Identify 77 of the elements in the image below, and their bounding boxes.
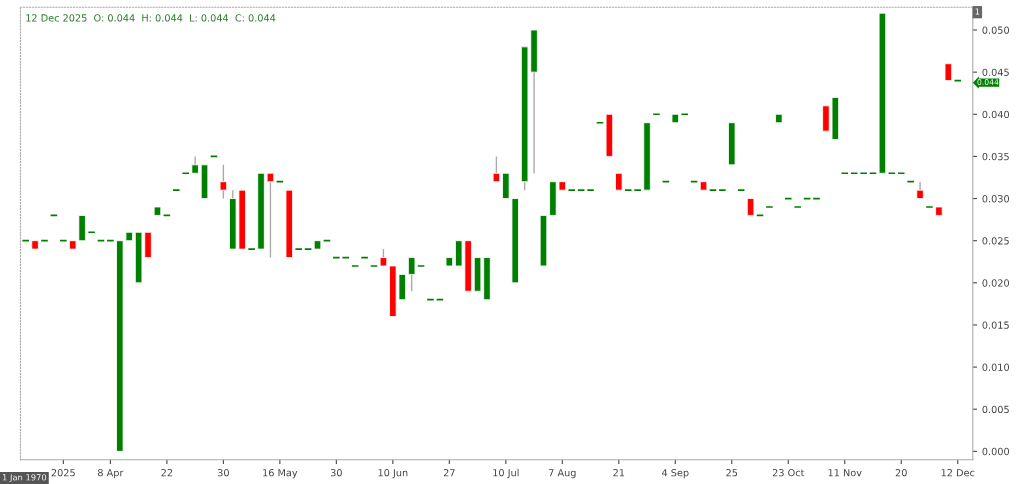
- text: 12 Dec 2025 O: 0.044 H: 0.044 L: 0.044 C: 0.044: [26, 14, 276, 22]
- candlestick: [200, 164, 209, 199]
- candlestick: [887, 172, 896, 175]
- y-tick-label: 0.030: [982, 195, 1010, 203]
- candlestick: [492, 155, 501, 183]
- candlestick: [21, 239, 30, 242]
- x-tick-label: 10 Jul: [493, 468, 519, 479]
- candlestick: [935, 206, 943, 216]
- y-tick-label: 0.015: [982, 321, 1009, 329]
- y-tick-label: 0.025: [982, 237, 1009, 245]
- candlestick: [275, 180, 284, 183]
- x-tick-label: 7 Aug: [548, 469, 576, 479]
- candlestick: [680, 113, 689, 116]
- candlestick: [652, 113, 661, 116]
- x-tick-label: 21: [613, 469, 625, 477]
- candlestick: [944, 63, 953, 81]
- text: 1 Jan 1970: [2, 474, 47, 482]
- candlestick: [850, 172, 859, 175]
- candlestick: [605, 113, 614, 157]
- y-tick-label: 0.020: [982, 279, 1010, 287]
- candlestick: [313, 240, 322, 250]
- y-tick-label: 0.045: [982, 68, 1009, 76]
- x-tick-label: 11 Nov: [828, 469, 862, 477]
- candlestick: [96, 239, 106, 242]
- x-tick-label: 10 Jun: [378, 469, 408, 479]
- candlestick: [285, 189, 293, 258]
- candlestick: [615, 172, 623, 191]
- x-tick-label: 22: [161, 469, 173, 477]
- candlestick: [59, 239, 68, 242]
- y-tick-label: 0.005: [982, 405, 1009, 414]
- text: 1: [975, 8, 980, 15]
- candlestick: [859, 172, 868, 175]
- candlestick: [775, 113, 783, 124]
- candlestick: [595, 121, 605, 124]
- candlestick: [407, 256, 416, 292]
- x-tick-label: 4 Sep: [661, 469, 689, 479]
- candlestick: [897, 172, 906, 175]
- x-tick-label: 27: [443, 469, 455, 477]
- candlestick: [87, 231, 96, 234]
- x-tick-label: 25: [726, 469, 738, 477]
- candlestick: [699, 181, 708, 191]
- candlestick: [661, 180, 671, 183]
- candlestick: [219, 164, 228, 200]
- y-tick-label: 0.050: [982, 26, 1010, 34]
- candlestick: [868, 172, 878, 175]
- x-tick-label: 30: [217, 469, 229, 477]
- candlestick: [445, 257, 454, 267]
- candlestick: [840, 172, 849, 175]
- candlestick: [878, 12, 887, 174]
- candlestick: [181, 172, 190, 175]
- candlestick: [153, 206, 162, 216]
- x-tick-label: 23 Oct: [772, 469, 805, 477]
- x-tick-label: 12 Dec: [941, 469, 975, 477]
- candlestick: [906, 180, 915, 183]
- candlestick: [40, 239, 49, 242]
- y-tick-label: 0.000: [982, 447, 1010, 456]
- candlestick: [106, 239, 115, 242]
- candlestick: [746, 198, 755, 216]
- x-tick-label: 16 May: [263, 469, 298, 479]
- x-tick-label: 20: [895, 469, 907, 477]
- candlestick: [31, 240, 39, 250]
- candlestick: [728, 122, 736, 166]
- y-tick-label: 0.010: [982, 363, 1010, 371]
- y-tick-label: 0.040: [982, 110, 1010, 119]
- candlestick: [426, 298, 435, 301]
- candlestick: [671, 113, 679, 124]
- candlestick: [266, 172, 275, 259]
- candlestick: [643, 122, 651, 191]
- candlestick: [435, 298, 445, 301]
- candlestick: [322, 239, 332, 242]
- candlestick: [689, 180, 699, 183]
- x-tick-label: 8 Apr: [98, 469, 124, 479]
- candlestick: [539, 214, 548, 267]
- x-tick-label: 30: [330, 469, 342, 477]
- x-tick-label: 2025: [51, 469, 75, 477]
- y-tick-label: 0.035: [982, 152, 1009, 161]
- candlestick: [257, 172, 265, 250]
